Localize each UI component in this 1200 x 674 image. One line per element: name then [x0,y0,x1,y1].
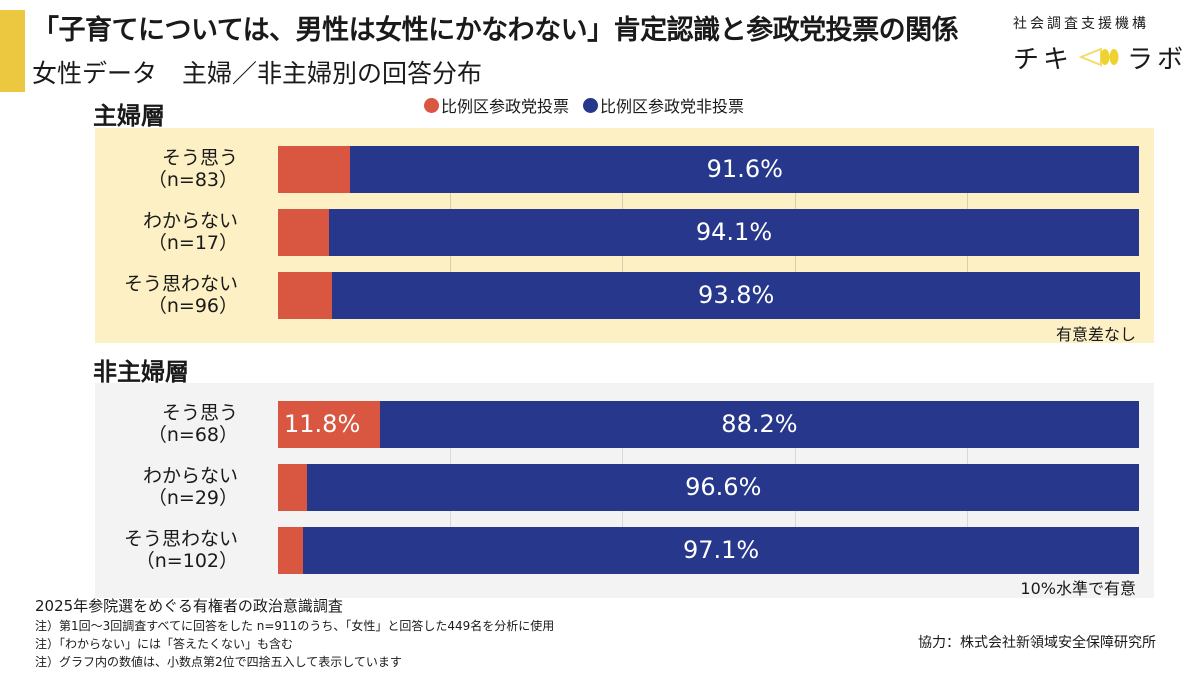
bar-segment-vote [278,209,329,256]
legend-label-nonvote: 比例区参政党非投票 [600,97,745,116]
bar-segment-vote [278,464,308,511]
footnote: 注）第1回～3回調査すべてに回答をした n=911のうち、「女性」と回答した44… [35,619,555,633]
chart-legend: 比例区参政党投票 比例区参政党非投票 [424,93,744,117]
legend-label-vote: 比例区参政党投票 [441,97,570,116]
logo-text-right: ラボ [1127,44,1188,75]
row-sample-size: （n=29） [147,487,238,509]
data-label-nonvote: 93.8% [698,281,775,309]
chart-panel-non-housewife: 10%水準で有意 そう思う （n=68） 11.8% 88.2% わからない （n=29）… [95,383,1154,598]
data-label-nonvote: 91.6% [706,155,783,183]
group-title-housewife: 主婦層 [93,102,165,130]
bar-segment-vote [278,146,351,193]
logo-text-left: チキ [1013,44,1074,75]
survey-name: 2025年参院選をめぐる有権者の政治意識調査 [35,597,343,615]
legend-item-vote: 比例区参政党投票 [424,93,569,117]
footnote: 注）「わからない」には「答えたくない」も含む [35,637,294,651]
legend-swatch-vote [424,97,439,113]
bar-segment-nonvote [307,464,1139,511]
bar-segment-vote [278,272,333,319]
row-sample-size: （n=17） [147,232,238,254]
significance-note: 有意差なし [1055,325,1136,344]
bar-segment-nonvote [379,401,1139,448]
data-label-nonvote: 97.1% [682,536,760,564]
data-label-nonvote: 96.6% [685,473,762,501]
org-name: 社会調査支援機構 [1013,16,1149,32]
chart-title: 「子育てについては、男性は女性にかなわない」肯定認識と参政党投票の関係 [32,15,959,46]
bar-segment-nonvote [332,272,1140,319]
legend-item-nonvote: 比例区参政党非投票 [583,93,744,117]
row-label: そう思う （n=83） [148,147,238,191]
group-title-non-housewife: 非主婦層 [93,358,189,386]
row-label: そう思わない （n=102） [124,528,238,572]
megaphone-icon [1079,47,1119,67]
row-category: そう思う [161,402,238,424]
row-sample-size: （n=96） [147,295,238,317]
data-label-nonvote: 94.1% [695,218,773,246]
row-label: わからない （n=17） [143,210,238,254]
significance-note: 10%水準で有意 [1020,579,1136,598]
row-label: そう思う （n=68） [148,402,238,446]
row-sample-size: （n=83） [147,169,238,191]
title-accent-bar [0,10,25,92]
row-category: そう思わない [123,528,238,550]
row-category: わからない [142,210,238,232]
bar-segment-vote [278,401,380,448]
row-category: わからない [142,465,238,487]
row-category: そう思わない [123,273,238,295]
row-sample-size: （n=102） [135,550,238,572]
chart-panel-housewife: 有意差なし そう思う（n=83）8.4%91.6%わからない（n=17）5.9%… [95,128,1154,344]
credit: 協力：株式会社新領域安全保障研究所 [918,635,1156,651]
footnote: 注）グラフ内の数値は、小数点第2位で四捨五入して表示しています [35,655,402,669]
bar-segment-vote [278,527,303,574]
bar-segment-nonvote [302,527,1139,574]
bar-segment-nonvote [328,209,1139,256]
bar-segment-nonvote [350,146,1139,193]
chart-subtitle: 女性データ 主婦／非主婦別の回答分布 [32,59,483,88]
data-label-nonvote: 88.2% [721,410,798,438]
row-category: そう思う [161,147,238,169]
logo: チキ ラボ [1013,40,1188,75]
data-label-vote: 11.8% [284,410,361,438]
legend-swatch-nonvote [583,97,599,113]
row-sample-size: （n=68） [147,424,238,446]
row-label: わからない （n=29） [143,465,238,509]
row-label: そう思わない （n=96） [124,273,238,317]
